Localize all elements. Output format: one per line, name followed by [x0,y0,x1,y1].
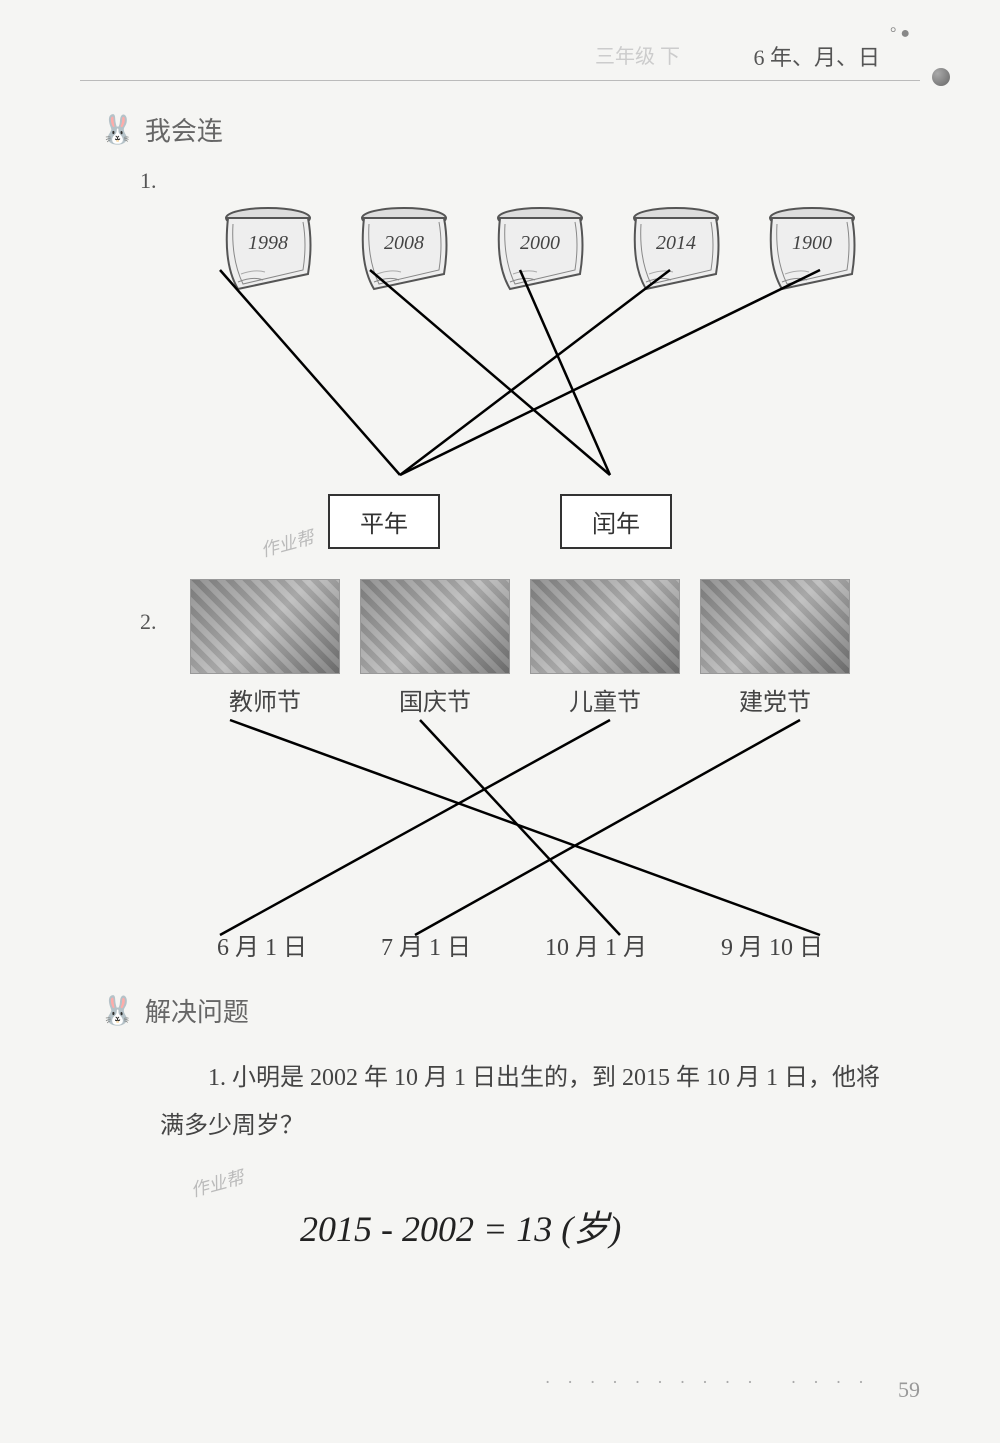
section2-label: 解决问题 [145,992,249,1029]
festival-3: 建党节 [695,579,855,717]
watermark-2: 作业帮 [188,1163,247,1202]
calendar-year-label: 2014 [656,232,696,255]
rabbit-icon: 🐰 [100,113,135,147]
calendar-2014: 2014 [621,204,731,294]
calendar-year-label: 2008 [384,232,424,255]
chapter-title: 6 年、月、日 [753,45,880,70]
festival-2: 儿童节 [525,579,685,717]
section-title-connect: 🐰 我会连 [100,111,920,148]
section1-label: 我会连 [145,111,223,148]
festival-image-0 [190,579,340,674]
festival-label-0: 教师节 [185,682,345,717]
calendar-2000: 2000 [485,204,595,294]
date-row: 6 月 1 日 7 月 1 日 10 月 1 月 9 月 10 日 [180,927,860,962]
calendar-2008: 2008 [349,204,459,294]
festival-label-2: 儿童节 [525,682,685,717]
problem-1-answer: 2015 - 2002 = 13 (岁) [300,1200,920,1252]
header-dots-icon: ° ● [890,25,910,43]
header-bullet-icon [932,68,950,86]
festival-0: 教师节 [185,579,345,717]
festival-1: 国庆节 [355,579,515,717]
calendar-year-label: 1998 [248,232,288,255]
problem-1-text: 1. 小明是 2002 年 10 月 1 日出生的，到 2015 年 10 月 … [160,1054,880,1150]
date-label-1: 7 月 1 日 [381,927,471,962]
date-label-0: 6 月 1 日 [217,927,307,962]
page-number: 59 [898,1377,920,1403]
date-label-2: 10 月 1 月 [545,927,647,962]
calendar-1900: 1900 [757,204,867,294]
festival-image-2 [530,579,680,674]
page: 三年级 下 ° ● 6 年、月、日 🐰 我会连 1. 1998 200 [0,0,1000,1443]
section-title-solve: 🐰 解决问题 [100,992,920,1029]
calendar-year-label: 1900 [792,232,832,255]
festival-image-1 [360,579,510,674]
q2-number: 2. [140,609,157,635]
calendar-row: 1998 2008 2000 2014 [200,204,880,294]
footer-dots: · · · · · · · · · · · · · · [545,1372,870,1393]
rabbit-icon-2: 🐰 [100,994,135,1028]
question-2: 2. 教师节 国庆节 儿童节 建党节 6 月 1 日 7 月 1 日 10 月 1 … [80,579,920,962]
category-common-year: 平年 [328,494,440,549]
festival-label-3: 建党节 [695,682,855,717]
page-header: ° ● 6 年、月、日 [80,40,920,81]
calendar-year-label: 2000 [520,232,560,255]
festival-row: 教师节 国庆节 儿童节 建党节 [180,579,860,717]
question-1: 1. 1998 2008 2000 [80,168,920,549]
date-label-3: 9 月 10 日 [721,927,823,962]
calendar-1998: 1998 [213,204,323,294]
q1-number: 1. [140,168,157,193]
festival-image-3 [700,579,850,674]
category-leap-year: 闰年 [560,494,672,549]
festival-label-1: 国庆节 [355,682,515,717]
category-row: 平年 闰年 [80,494,920,549]
